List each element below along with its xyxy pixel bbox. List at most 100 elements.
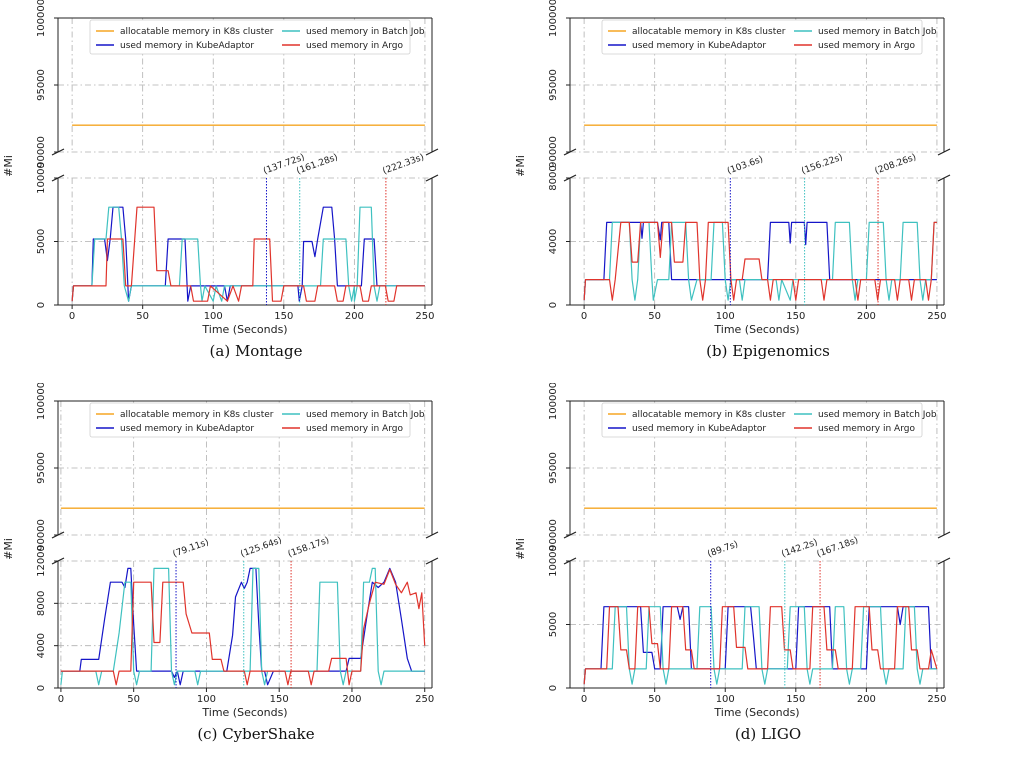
legend-label-kubeadaptor: used memory in KubeAdaptor [120, 424, 254, 434]
lower-y-tick-label: 10000 [548, 545, 559, 577]
x-tick-label: 0 [58, 694, 64, 705]
completion-time-label: (79.11s) [172, 538, 211, 560]
legend-box [89, 19, 411, 55]
x-tick-label: 0 [581, 311, 587, 322]
legend-label-allocatable: allocatable memory in K8s cluster [632, 27, 786, 37]
batch-series-line [71, 206, 425, 302]
legend-label-allocatable: allocatable memory in K8s cluster [120, 410, 274, 420]
completion-time-label: (125.64s) [239, 536, 283, 560]
completion-time-label: (103.6s) [726, 155, 765, 177]
completion-time-label: (142.2s) [780, 538, 819, 560]
x-axis-label: Time (Seconds) [201, 706, 287, 719]
x-tick-label: 100 [204, 311, 223, 322]
x-tick-label: 200 [345, 311, 364, 322]
cybershake-memory-chart: 0 50 100 150 200 250 90000 95000 100000 0 4000 8000… [2, 383, 439, 719]
lower-y-tick-label: 5000 [548, 612, 559, 637]
upper-y-tick-label: 100000 [36, 383, 47, 420]
y-axis-label: #Mi [514, 538, 527, 560]
panel-cybershake: 0 50 100 150 200 250 90000 95000 100000 0 4000 8000… [0, 383, 512, 766]
completion-time-label: (158.17s) [287, 536, 331, 560]
upper-y-tick-label: 100000 [548, 383, 559, 420]
upper-y-tick-label: 100000 [36, 0, 47, 37]
upper-y-tick-label: 95000 [36, 452, 47, 484]
x-tick-label: 250 [927, 311, 946, 322]
x-axis-label: Time (Seconds) [201, 323, 287, 336]
x-tick-label: 250 [415, 311, 434, 322]
legend-label-batch: used memory in Batch Job [818, 410, 937, 420]
lower-y-tick-label: 5000 [36, 229, 47, 254]
x-tick-label: 150 [274, 311, 293, 322]
x-tick-label: 250 [927, 694, 946, 705]
upper-y-tick-label: 90000 [36, 519, 47, 551]
legend-box [89, 402, 411, 438]
y-axis-label: #Mi [2, 538, 15, 560]
x-tick-label: 200 [857, 311, 876, 322]
legend-label-allocatable: allocatable memory in K8s cluster [120, 27, 274, 37]
legend-label-argo: used memory in Argo [818, 41, 915, 51]
argo-series-line [583, 606, 938, 685]
upper-y-tick-label: 100000 [548, 0, 559, 37]
x-tick-label: 200 [857, 694, 876, 705]
x-tick-label: 200 [342, 694, 361, 705]
x-tick-label: 0 [581, 694, 587, 705]
upper-y-tick-label: 90000 [548, 519, 559, 551]
argo-series-line [60, 568, 426, 686]
legend-label-batch: used memory in Batch Job [818, 27, 937, 37]
argo-series-line [583, 221, 937, 301]
x-tick-label: 150 [270, 694, 289, 705]
caption-montage: (a) Montage [209, 342, 303, 360]
montage-memory-chart: 0 50 100 150 200 250 90000 95000 100000 0 5000 1000… [2, 0, 439, 336]
axis-break-mark [425, 531, 439, 539]
x-axis-label: Time (Seconds) [713, 323, 799, 336]
legend-label-kubeadaptor: used memory in KubeAdaptor [120, 41, 254, 51]
axis-break-mark [937, 557, 951, 565]
panel-epigenomics: 0 50 100 150 200 250 90000 95000 100000 0 4000 8000… [512, 0, 1024, 383]
kubeadaptor-series-line [60, 567, 425, 686]
ligo-memory-chart: 0 50 100 150 200 250 90000 95000 100000 0 5000 1000… [514, 383, 951, 719]
completion-time-label: (156.22s) [800, 153, 844, 177]
y-axis-label: #Mi [514, 155, 527, 177]
completion-time-label: (208.26s) [874, 153, 918, 177]
upper-y-tick-label: 95000 [36, 69, 47, 101]
completion-time-label: (167.18s) [816, 536, 860, 560]
lower-y-tick-label: 12000 [36, 545, 47, 577]
batch-series-line [583, 221, 937, 301]
legend-box [601, 402, 923, 438]
x-tick-label: 50 [648, 694, 661, 705]
lower-y-tick-label: 8000 [548, 165, 559, 190]
x-tick-label: 0 [69, 311, 75, 322]
x-tick-label: 50 [127, 694, 140, 705]
axis-break-mark [425, 148, 439, 156]
upper-y-tick-label: 95000 [548, 69, 559, 101]
y-axis-label: #Mi [2, 155, 15, 177]
lower-y-tick-label: 10000 [36, 162, 47, 194]
x-tick-label: 100 [197, 694, 216, 705]
x-tick-label: 100 [716, 311, 735, 322]
axis-break-mark [425, 557, 439, 565]
legend-label-argo: used memory in Argo [818, 424, 915, 434]
upper-y-tick-label: 95000 [548, 452, 559, 484]
axis-break-mark [425, 174, 439, 182]
lower-y-tick-label: 0 [548, 302, 559, 308]
legend-label-kubeadaptor: used memory in KubeAdaptor [632, 41, 766, 51]
completion-time-label: (89.7s) [706, 540, 739, 560]
lower-y-tick-label: 8000 [36, 591, 47, 616]
upper-y-tick-label: 90000 [548, 136, 559, 168]
legend-label-batch: used memory in Batch Job [306, 27, 425, 37]
lower-y-tick-label: 0 [36, 685, 47, 691]
epigenomics-memory-chart: 0 50 100 150 200 250 90000 95000 100000 0 4000 8000… [514, 0, 951, 336]
axis-break-mark [937, 174, 951, 182]
axis-break-mark [937, 148, 951, 156]
kubeadaptor-series-line [71, 206, 425, 302]
caption-cybershake: (c) CyberShake [197, 725, 315, 743]
legend-label-argo: used memory in Argo [306, 424, 403, 434]
lower-y-tick-label: 0 [548, 685, 559, 691]
x-tick-label: 100 [716, 694, 735, 705]
lower-y-tick-label: 0 [36, 302, 47, 308]
panel-montage: 0 50 100 150 200 250 90000 95000 100000 0 5000 1000… [0, 0, 512, 383]
caption-epigenomics: (b) Epigenomics [706, 342, 830, 360]
x-tick-label: 250 [415, 694, 434, 705]
lower-y-tick-label: 4000 [548, 229, 559, 254]
upper-y-tick-label: 90000 [36, 136, 47, 168]
legend-label-allocatable: allocatable memory in K8s cluster [632, 410, 786, 420]
